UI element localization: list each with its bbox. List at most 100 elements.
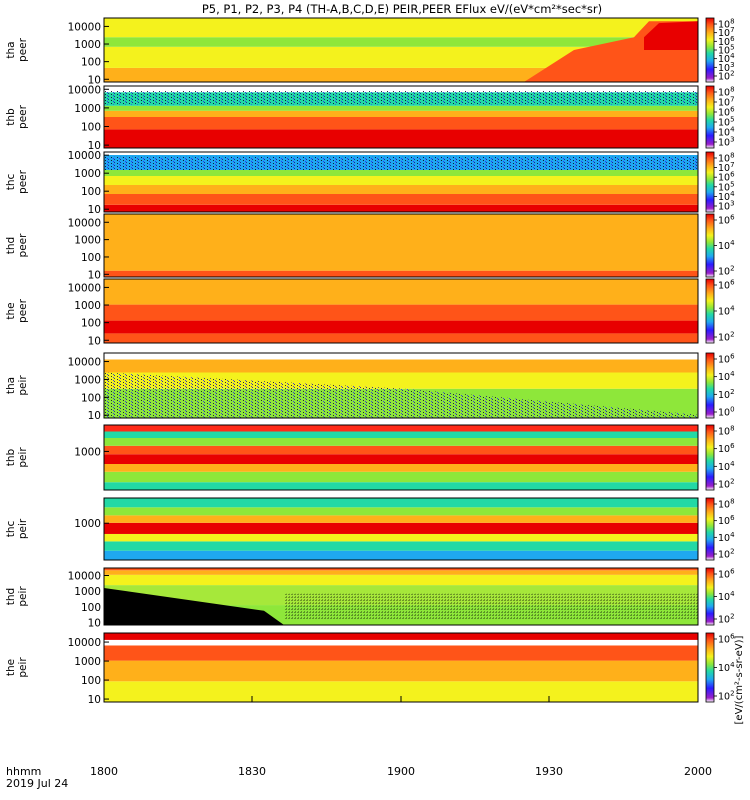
spectrogram-band [104, 454, 698, 464]
x-axis-label-line2: 2019 Jul 24 [6, 777, 68, 790]
panel-tha_peir: 10 100 1000 10000 tha peir 106 104 102 100 [5, 352, 735, 422]
y-tick-label: 100 [81, 186, 101, 198]
panel-thd_peer: 10 100 1000 10000 thd peer 106 104 102 [5, 213, 735, 281]
colorbar-tick-label: 104 [718, 661, 735, 674]
spectrogram-band [104, 507, 698, 516]
colorbar-tick-label: 104 [718, 52, 735, 65]
colorbar-tick-label: 105 [718, 44, 735, 57]
spectrogram-band [104, 482, 698, 490]
panel-the_peer: 10 100 1000 10000 the peer 106 104 102 [5, 278, 735, 347]
panel-frame [103, 151, 699, 213]
y-tick-label: 10000 [68, 637, 101, 649]
panel-label-product: peir [17, 447, 29, 468]
colorbar-tick-label: 106 [718, 568, 735, 581]
y-tick-label: 10000 [68, 150, 101, 162]
colorbar [705, 497, 715, 561]
panel-frame [103, 17, 699, 83]
y-tick-label: 10 [88, 74, 101, 86]
y-tick-label: 1000 [74, 656, 101, 668]
x-tick-label: 1930 [535, 765, 563, 778]
colorbar-tick-label: 108 [718, 152, 735, 165]
x-tick-label: 2000 [684, 765, 712, 778]
panel-label-product: peir [17, 657, 29, 678]
colorbar-unit-label: [eV/(cm²-s-sr-eV)] [734, 635, 745, 724]
colorbar-tick-label: 104 [718, 239, 735, 252]
colorbar-tick-label: 104 [718, 370, 735, 383]
y-tick-label: 1000 [74, 103, 101, 115]
x-tick-label: 1800 [90, 765, 118, 778]
spectrogram-band [104, 533, 698, 542]
panel-frame [103, 497, 699, 561]
colorbar-tick-label: 104 [718, 460, 735, 473]
y-tick-label: 10000 [68, 570, 101, 582]
x-tick-label: 1900 [387, 765, 415, 778]
noise-texture [104, 372, 698, 418]
colorbar-tick-label: 102 [718, 613, 735, 626]
y-tick-label: 10 [88, 410, 101, 422]
colorbar-tick-label: 107 [718, 26, 735, 39]
colorbar-tick-label: 106 [718, 514, 735, 527]
y-tick-label: 10 [88, 694, 101, 706]
spectrogram-band [104, 170, 698, 176]
y-tick-label: 1000 [74, 518, 101, 530]
panel-label-probe: thd [5, 237, 17, 254]
noise-texture [104, 587, 284, 625]
panel-label-product: peer [17, 233, 29, 258]
spectrogram-band [104, 353, 698, 360]
y-tick-label: 1000 [74, 586, 101, 598]
colorbar-tick-label: 108 [718, 86, 735, 99]
colorbar-tick-label: 104 [718, 590, 735, 603]
y-tick-label: 1000 [74, 39, 101, 51]
y-tick-label: 10 [88, 618, 101, 630]
spectrogram-band [104, 464, 698, 472]
y-tick-label: 1000 [74, 374, 101, 386]
colorbar-tick-label: 108 [718, 425, 735, 438]
panel-frame [103, 424, 699, 491]
colorbar-tick-label: 106 [718, 279, 735, 292]
panel-thc_peir: 1000 thc peir 108 106 104 102 [5, 497, 735, 561]
spectrogram-band [104, 204, 698, 212]
colorbar-tick-label: 103 [718, 61, 735, 74]
y-tick-label: 1000 [74, 168, 101, 180]
panel-frame [103, 85, 699, 149]
colorbar-tick-label: 100 [718, 406, 735, 419]
colorbar-tick-label: 102 [718, 690, 735, 703]
spectrogram-band [104, 105, 698, 111]
colorbar-tick-label: 106 [718, 214, 735, 227]
panel-label-probe: the [5, 659, 17, 676]
spectrogram-band [104, 117, 698, 130]
colorbar [705, 632, 715, 703]
panel-label-probe: tha [5, 41, 17, 58]
colorbar [705, 151, 715, 213]
colorbar-tick-label: 107 [718, 161, 735, 174]
colorbar-tick-label: 106 [718, 171, 735, 184]
spectrogram-band [104, 645, 698, 661]
spectrogram-band [104, 86, 698, 93]
panel-frame [103, 213, 699, 278]
spectrogram-band [104, 18, 698, 38]
spectrogram-band [104, 129, 698, 148]
colorbar-tick-label: 106 [718, 633, 735, 646]
spectrogram-band [104, 425, 698, 432]
y-tick-label: 10 [88, 269, 101, 281]
panel-label-product: peir [17, 586, 29, 607]
colorbar-tick-label: 102 [718, 478, 735, 491]
spectrogram-band [104, 46, 698, 68]
colorbar [705, 85, 715, 149]
panel-label-probe: thc [5, 521, 17, 538]
spectrogram-band [104, 550, 698, 560]
spectrogram-band [104, 633, 698, 640]
colorbar-tick-label: 104 [718, 531, 735, 544]
colorbar [705, 213, 715, 278]
panel-label-product: peir [17, 518, 29, 539]
colorbar [705, 278, 715, 344]
colorbar-tick-label: 106 [718, 353, 735, 366]
colorbar-tick-label: 105 [718, 116, 735, 129]
y-tick-label: 100 [81, 252, 101, 264]
y-tick-label: 10 [88, 204, 101, 216]
spectrogram-band [644, 21, 698, 50]
spectrogram-band [104, 320, 698, 334]
y-tick-label: 10 [88, 140, 101, 152]
